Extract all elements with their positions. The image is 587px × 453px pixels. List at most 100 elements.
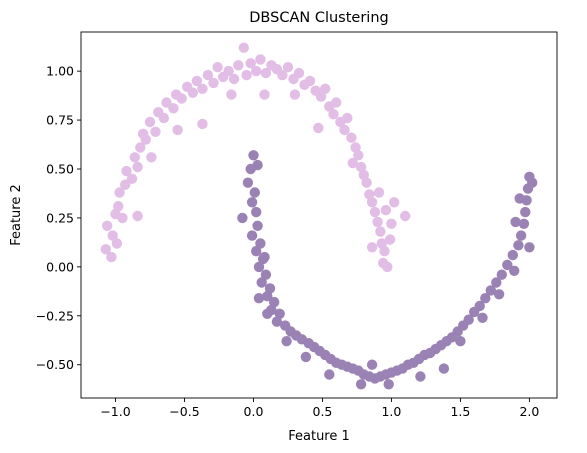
x-tick-label: −0.5 <box>169 404 199 419</box>
plot-frame <box>80 31 558 399</box>
cluster-2-point <box>262 308 273 319</box>
y-tick-label: 1.00 <box>46 64 74 79</box>
cluster-2-point <box>256 277 267 288</box>
cluster-1-point <box>282 61 294 73</box>
cluster-1-point <box>114 187 125 198</box>
x-tick-label: 0.5 <box>313 404 333 419</box>
cluster-1-point <box>369 206 381 218</box>
cluster-1-point <box>106 251 117 263</box>
cluster-2-point <box>510 216 521 228</box>
cluster-2-point <box>520 206 531 218</box>
cluster-2-point <box>524 242 535 253</box>
cluster-1-point <box>233 60 244 71</box>
cluster-1-point <box>255 54 266 65</box>
cluster-1-point <box>228 73 240 85</box>
cluster-1-point <box>161 97 172 108</box>
cluster-2-point <box>237 212 248 224</box>
x-tick-label: 1.5 <box>450 404 470 419</box>
cluster-2-point <box>513 240 524 251</box>
cluster-1-point <box>150 126 161 137</box>
cluster-1-point <box>379 246 390 257</box>
cluster-2-point <box>415 371 426 382</box>
cluster-1-point <box>129 152 140 163</box>
cluster-2-point <box>251 206 262 218</box>
cluster-2-point <box>248 150 259 161</box>
cluster-1-point <box>346 132 357 143</box>
cluster-1-point <box>135 142 146 153</box>
cluster-2-point <box>251 246 262 257</box>
cluster-1-point <box>320 83 331 95</box>
cluster-1-point <box>197 118 208 130</box>
y-tick-label: −0.50 <box>36 357 74 372</box>
cluster-1-point <box>375 226 386 237</box>
cluster-1-point <box>259 89 270 100</box>
x-tick-label: 2.0 <box>519 404 539 419</box>
chart-title: DBSCAN Clustering <box>249 10 388 26</box>
cluster-1-point <box>113 201 124 212</box>
cluster-2-point <box>264 283 276 294</box>
cluster-1-point <box>176 93 187 104</box>
cluster-1-point <box>315 91 327 102</box>
cluster-1-point <box>111 238 123 249</box>
cluster-2-point <box>324 369 335 380</box>
x-tick-label: −1.0 <box>100 404 130 419</box>
cluster-2-point <box>474 300 485 312</box>
cluster-1-point <box>202 69 214 81</box>
cluster-1-point <box>197 83 208 95</box>
cluster-1-point <box>313 122 324 134</box>
x-axis: −1.0 −0.5 0.0 0.5 1.0 1.5 2.0 <box>100 398 539 419</box>
cluster-1-point <box>366 242 378 253</box>
cluster-1-point <box>331 97 342 108</box>
cluster-2-point <box>281 336 292 347</box>
cluster-2-point <box>507 249 518 261</box>
cluster-1-point <box>168 103 179 114</box>
cluster-2-point <box>502 259 513 271</box>
cluster-1-point <box>121 165 132 177</box>
cluster-1-point <box>373 187 385 198</box>
cluster-2-point <box>515 230 527 241</box>
cluster-1-point <box>400 210 411 222</box>
cluster-2-point <box>252 159 263 171</box>
cluster-2-point <box>477 312 488 323</box>
y-tick-label: 0.25 <box>46 210 74 225</box>
y-tick-label: 0.50 <box>46 162 74 177</box>
cluster-2-point <box>438 363 450 374</box>
cluster-1-point <box>245 58 256 69</box>
cluster-1-point <box>350 142 361 153</box>
cluster-1-point <box>304 75 316 87</box>
cluster-1-point <box>107 230 118 241</box>
cluster-1-point <box>260 67 272 79</box>
cluster-1-point <box>386 218 397 229</box>
cluster-1-point <box>361 177 372 188</box>
cluster-2-point <box>518 218 530 229</box>
cluster-2-point <box>269 296 280 308</box>
cluster-1-point <box>382 261 393 273</box>
cluster-1-point <box>208 77 219 89</box>
cluster-1-point <box>137 128 149 139</box>
cluster-2-point <box>366 359 378 370</box>
cluster-2-point <box>514 193 525 204</box>
cluster-1-point <box>384 234 396 245</box>
cluster-2-point <box>271 316 283 327</box>
cluster-2-point <box>253 261 265 273</box>
cluster-2-point <box>249 187 260 198</box>
cluster-1-point <box>120 179 131 190</box>
cluster-1-point <box>241 69 252 81</box>
cluster-2-point <box>383 379 394 390</box>
cluster-1-point <box>144 116 156 128</box>
cluster-2-point <box>252 220 263 231</box>
y-tick-label: 0.75 <box>46 113 74 128</box>
y-tick-label: 0.00 <box>46 259 74 274</box>
cluster-1-point <box>187 87 198 98</box>
cluster-1-point <box>191 75 203 87</box>
cluster-2-point <box>527 177 538 188</box>
cluster-1-point <box>172 124 183 136</box>
cluster-1-point <box>212 61 223 73</box>
y-axis-label: Feature 2 <box>9 184 24 246</box>
cluster-2-point <box>491 277 502 288</box>
y-tick-label: −0.25 <box>36 308 74 323</box>
cluster-2-point <box>259 251 270 263</box>
x-tick-label: 1.0 <box>381 404 401 419</box>
cluster-2-point <box>246 197 258 208</box>
cluster-1-point <box>117 212 128 224</box>
